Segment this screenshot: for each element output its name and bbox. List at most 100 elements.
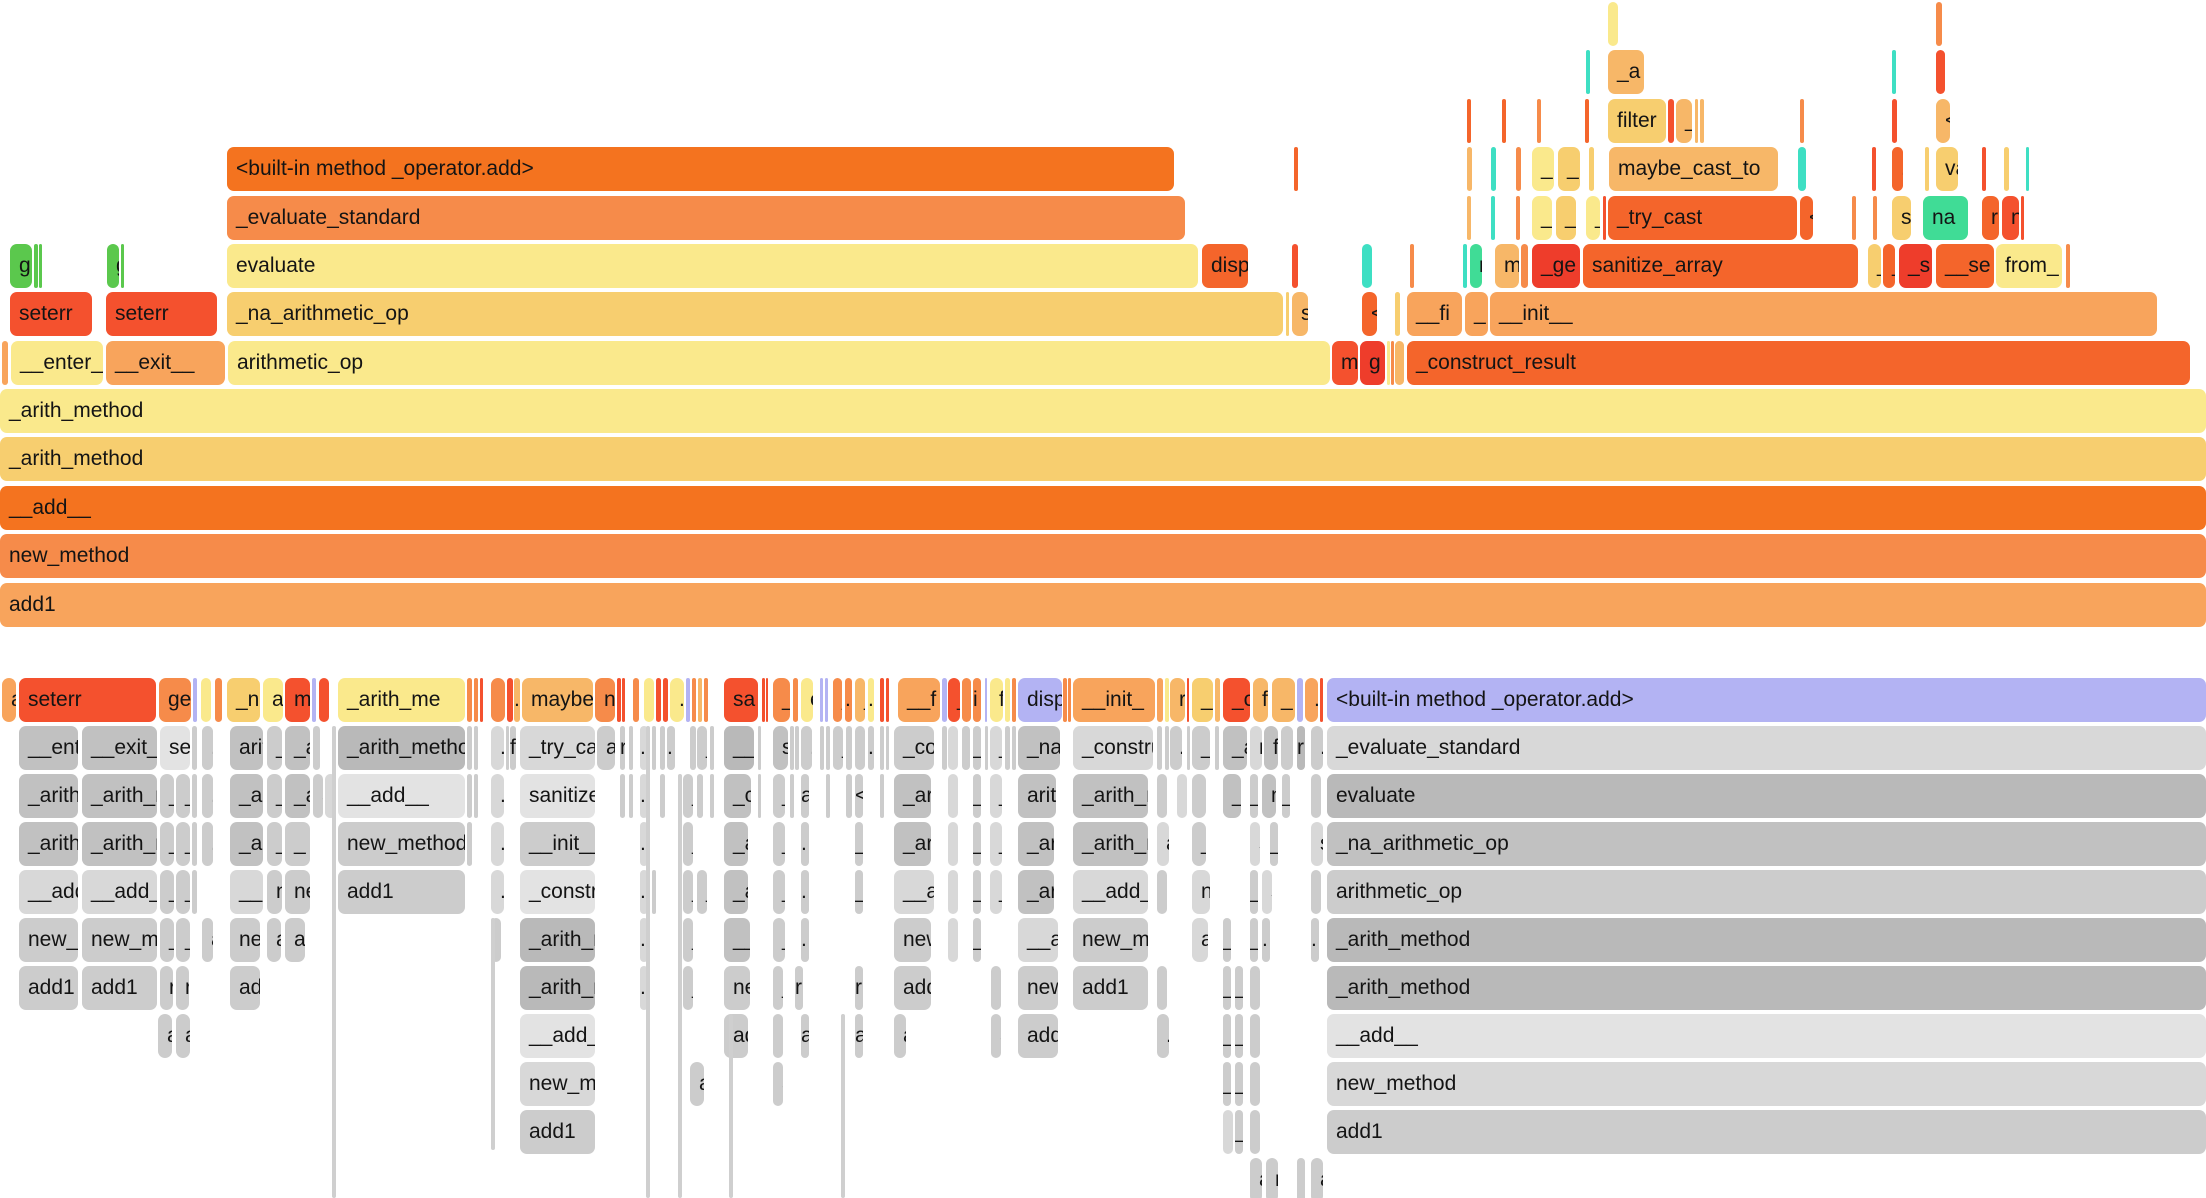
frame-s[interactable]: s — [1892, 196, 1911, 240]
frame-r[interactable]: r — [1470, 244, 1482, 288]
frame-add1[interactable]: add1 — [1018, 1014, 1058, 1058]
frame-sliver[interactable] — [1798, 147, 1806, 191]
frame-sliver[interactable] — [710, 726, 714, 770]
frame-init[interactable]: __init__ — [520, 822, 595, 866]
frame-r[interactable]: r — [160, 966, 173, 1010]
frame-sliver[interactable]: < — [1936, 99, 1950, 143]
frame-sliver[interactable] — [1467, 147, 1472, 191]
frame-sliver[interactable] — [506, 726, 509, 770]
frame-stack-sliver-bar[interactable] — [646, 726, 650, 1198]
frame-sliver[interactable]: _ — [683, 966, 693, 1010]
frame-sliver[interactable]: _ — [1556, 196, 1576, 240]
frame-sliver[interactable] — [1537, 99, 1541, 143]
frame-n[interactable]: _n — [227, 678, 260, 722]
frame-a[interactable]: a — [1192, 918, 1208, 962]
frame-a[interactable]: a — [801, 1014, 809, 1058]
frame-sliver[interactable] — [193, 678, 197, 722]
frame-arith-method[interactable]: _arith_method — [230, 774, 263, 818]
frame-enter[interactable]: __enter__ — [11, 341, 103, 385]
frame-sliver[interactable] — [1192, 774, 1206, 818]
frame-sliver[interactable] — [467, 774, 472, 818]
frame-sliver[interactable]: _ — [1532, 196, 1552, 240]
frame-sliver[interactable] — [1068, 678, 1071, 722]
frame-sliver[interactable] — [1157, 726, 1162, 770]
frame-a[interactable]: a — [597, 726, 615, 770]
frame-sliver[interactable]: . — [640, 918, 648, 962]
frame-sliver[interactable]: . — [1157, 870, 1167, 914]
frame-arithmetic-op[interactable]: arithmetic_op — [228, 341, 1330, 385]
frame-f[interactable]: f — [510, 726, 516, 770]
frame-sliver[interactable] — [962, 726, 970, 770]
frame-sliver[interactable] — [1157, 678, 1163, 722]
frame-sliver[interactable]: . — [1311, 870, 1321, 914]
frame-sliver[interactable]: . — [640, 822, 648, 866]
frame-sliver[interactable] — [1005, 726, 1010, 770]
frame-n[interactable]: n — [267, 870, 282, 914]
frame-sliver[interactable] — [1586, 50, 1590, 94]
frame-g[interactable]: g — [107, 244, 119, 288]
frame-arithmetic-op[interactable]: arithmetic_op — [1327, 870, 2206, 914]
frame-sliver[interactable]: . — [1250, 966, 1260, 1010]
frame-sliver[interactable]: _ — [973, 726, 981, 770]
frame-stack-sliver-bar[interactable] — [678, 774, 682, 1198]
frame-sliver[interactable]: _ — [855, 822, 863, 866]
frame-sliver[interactable]: . — [514, 678, 520, 722]
frame-sliver[interactable] — [1603, 196, 1606, 240]
frame-a[interactable]: a — [690, 1062, 704, 1106]
frame-add1[interactable]: add1 — [894, 966, 931, 1010]
frame-sliver[interactable]: . — [801, 726, 812, 770]
frame-sliver[interactable]: _ — [1558, 147, 1580, 191]
frame-sliver[interactable] — [1063, 678, 1067, 722]
frame-arith-method[interactable]: _arith_method — [894, 822, 931, 866]
frame-sliver[interactable] — [39, 244, 42, 288]
frame-sliver[interactable] — [660, 774, 665, 818]
frame-sliver[interactable]: _ — [773, 678, 790, 722]
frame-sliver[interactable] — [985, 678, 987, 722]
frame-try-cast[interactable]: _try_cast — [520, 726, 595, 770]
frame-a[interactable]: a — [176, 1014, 190, 1058]
frame-sliver[interactable] — [1215, 678, 1220, 722]
frame-arith-method[interactable]: _arith_method — [338, 726, 465, 770]
frame-sliver[interactable] — [34, 244, 38, 288]
frame-m[interactable]: m — [285, 678, 310, 722]
frame-sliver[interactable] — [766, 678, 768, 722]
frame-sliver[interactable] — [1391, 341, 1394, 385]
frame-na-arithmetic-op[interactable]: _na_arithmetic_op — [1018, 726, 1060, 770]
frame-m[interactable]: m — [1332, 341, 1358, 385]
frame-sliver[interactable]: . — [1892, 147, 1903, 191]
frame-new-method[interactable]: new_method — [338, 822, 465, 866]
frame-a[interactable]: a — [991, 1014, 1001, 1058]
frame-sliver[interactable] — [1936, 50, 1945, 94]
frame-sliver[interactable]: . — [1170, 726, 1182, 770]
frame-sliver[interactable] — [826, 726, 830, 770]
frame-disp[interactable]: disp — [1018, 678, 1062, 722]
frame-add1[interactable]: add1 — [82, 966, 157, 1010]
frame-sliver[interactable]: . — [801, 870, 809, 914]
frame-sliver[interactable]: . — [640, 870, 648, 914]
frame-se[interactable]: __se — [1936, 244, 1994, 288]
frame-r[interactable]: r — [795, 966, 803, 1010]
frame-sliver[interactable]: . — [1250, 1014, 1260, 1058]
frame-sliver[interactable] — [2026, 147, 2029, 191]
frame-sliver[interactable] — [1294, 147, 1298, 191]
frame-sliver[interactable] — [1491, 147, 1496, 191]
frame-sliver[interactable]: _ — [1676, 99, 1692, 143]
frame-sliver[interactable]: . — [640, 966, 648, 1010]
frame-sliver[interactable] — [1387, 341, 1390, 385]
frame-sliver[interactable] — [312, 678, 316, 722]
frame-sliver[interactable] — [467, 678, 472, 722]
frame-sliver[interactable]: _ — [697, 870, 707, 914]
frame-sliver[interactable]: _ — [267, 822, 282, 866]
frame-sliver[interactable] — [1292, 244, 1298, 288]
frame-sliver[interactable] — [474, 726, 478, 770]
frame-sliver[interactable] — [846, 726, 852, 770]
frame-sliver[interactable]: _ — [990, 726, 1002, 770]
frame-sliver[interactable]: . — [670, 678, 684, 722]
frame-sliver[interactable] — [660, 726, 665, 770]
frame-na[interactable]: na — [1923, 196, 1968, 240]
frame-sliver[interactable]: _ — [1192, 726, 1210, 770]
frame-sliver[interactable]: _ — [1586, 196, 1600, 240]
frame-sliver[interactable]: _ — [1235, 1110, 1243, 1154]
frame-add[interactable]: __add__ — [894, 870, 934, 914]
frame-maybe[interactable]: maybe — [522, 678, 593, 722]
